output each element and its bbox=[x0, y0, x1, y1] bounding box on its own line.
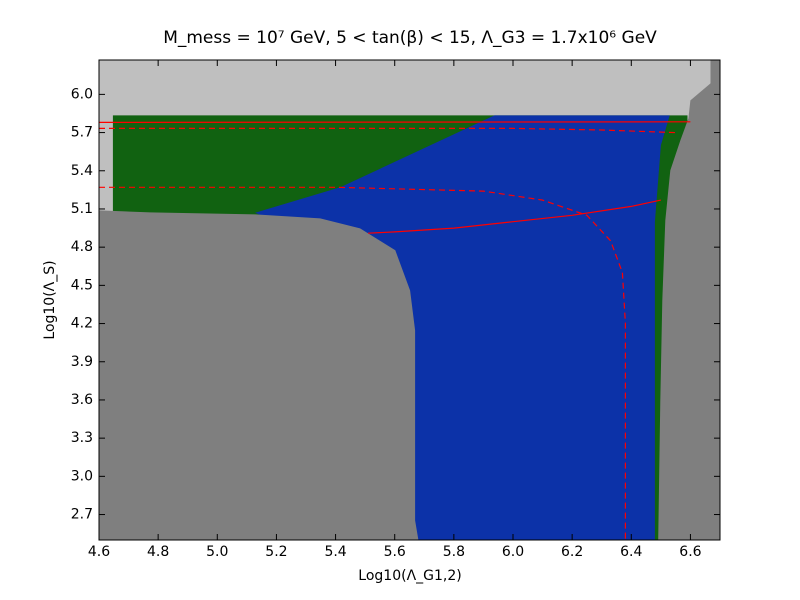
x-tick-label: 5.0 bbox=[206, 544, 228, 560]
y-tick-label: 4.8 bbox=[71, 239, 93, 255]
y-tick-label: 6.0 bbox=[71, 86, 93, 102]
x-tick-label: 6.2 bbox=[561, 544, 583, 560]
x-axis-label: Log10(Λ_G1,2) bbox=[358, 568, 461, 584]
x-tick-label: 4.8 bbox=[147, 544, 169, 560]
y-tick-label: 5.1 bbox=[71, 201, 93, 217]
y-tick-label: 3.0 bbox=[71, 468, 93, 484]
curve bbox=[99, 121, 691, 124]
y-tick-label: 3.9 bbox=[71, 354, 93, 370]
x-tick-label: 5.6 bbox=[384, 544, 406, 560]
region bbox=[99, 210, 419, 540]
y-tick-label: 5.4 bbox=[71, 163, 93, 179]
chart-title: M_mess = 10⁷ GeV, 5 < tan(β) < 15, Λ_G3 … bbox=[163, 28, 657, 48]
y-tick-label: 4.2 bbox=[71, 316, 93, 332]
x-tick-label: 4.6 bbox=[88, 544, 110, 560]
curve bbox=[368, 199, 662, 234]
y-tick-label: 3.3 bbox=[71, 430, 93, 446]
region bbox=[658, 60, 720, 540]
x-tick-label: 6.0 bbox=[502, 544, 524, 560]
curve bbox=[99, 186, 627, 540]
x-tick-label: 6.4 bbox=[620, 544, 642, 560]
plot-frame bbox=[98, 59, 721, 541]
y-axis-label: Log10(Λ_S) bbox=[42, 260, 58, 339]
y-tick-label: 5.7 bbox=[71, 125, 93, 141]
y-tick-label: 3.6 bbox=[71, 392, 93, 408]
x-tick-label: 5.8 bbox=[443, 544, 465, 560]
x-tick-label: 6.6 bbox=[679, 544, 701, 560]
y-tick-label: 2.7 bbox=[71, 507, 93, 523]
y-tick-label: 4.5 bbox=[71, 277, 93, 293]
x-tick-label: 5.4 bbox=[324, 544, 346, 560]
x-tick-label: 5.2 bbox=[265, 544, 287, 560]
